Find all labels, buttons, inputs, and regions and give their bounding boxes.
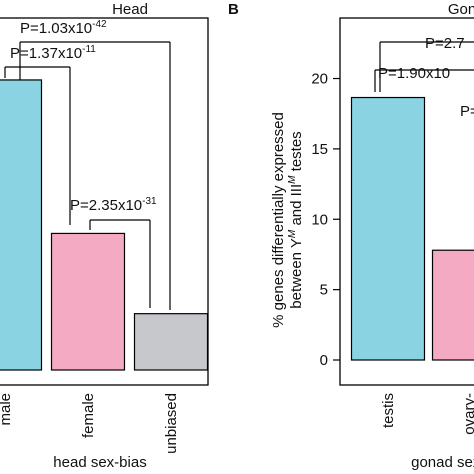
x-axis-label: head sex-bias	[53, 454, 146, 471]
p-value-text: P=1.03x10	[20, 20, 92, 37]
p-value-text: P=1.90x10	[378, 65, 450, 82]
x-tick-label: male	[0, 393, 14, 426]
head-frame	[0, 17, 209, 386]
superscript: M	[287, 175, 298, 184]
superscript: M	[287, 229, 298, 238]
p-value: P=1.03x10-42	[20, 19, 107, 37]
panel-label: B	[228, 1, 239, 18]
y-label-line: between YM and IIIM testes	[287, 131, 305, 308]
y-tick-label: 0	[320, 352, 328, 369]
p-value: P=	[460, 103, 474, 120]
y-tick-label: 10	[311, 211, 328, 228]
y-label-line: % genes differentially expressed	[270, 112, 287, 328]
y-label-part: between Y	[288, 238, 305, 309]
p-value-text: P=2.35x10	[70, 197, 142, 214]
x-tick-label: ovary-	[461, 393, 474, 435]
x-axis-label: gonad sex-bias	[411, 454, 474, 471]
p-value-text: P=2.7	[425, 35, 465, 52]
p-value-exponent: -31	[142, 196, 157, 207]
y-label-part: and III	[288, 184, 305, 230]
p-value-text: P=	[460, 103, 474, 120]
y-tick-label: 5	[320, 282, 328, 299]
bar	[133, 313, 209, 371]
p-value-text: P=1.37x10	[10, 45, 82, 62]
p-value: P=2.7	[425, 35, 465, 52]
gonad-frame	[339, 17, 474, 386]
p-value: P=1.90x10	[378, 65, 450, 82]
p-value: P=1.37x10-11	[10, 44, 96, 62]
x-tick-label: female	[80, 393, 97, 438]
head-title: Head	[112, 1, 148, 18]
bar	[431, 249, 474, 361]
gonad-title: Gon	[448, 1, 474, 18]
p-value-exponent: -42	[92, 19, 107, 30]
y-tick-label: 15	[311, 141, 328, 158]
y-label-part: testes	[288, 131, 305, 175]
y-tick-label: 20	[311, 71, 328, 88]
bar	[0, 79, 43, 371]
p-value: P=2.35x10-31	[70, 196, 157, 214]
x-tick-label: testis	[380, 393, 397, 428]
y-axis-label: % genes differentially expressed between…	[270, 112, 305, 328]
bar	[350, 96, 426, 361]
p-value-exponent: -11	[82, 44, 96, 55]
x-tick-label: unbiased	[163, 393, 180, 454]
bar	[50, 232, 126, 371]
